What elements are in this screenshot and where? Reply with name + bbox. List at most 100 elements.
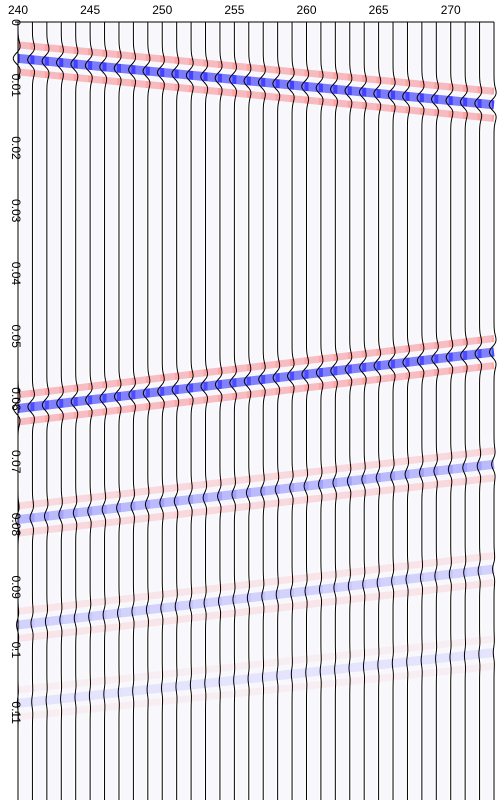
event-2-lobe-1: [17, 334, 495, 399]
x-tick-label-265: 265: [369, 3, 389, 17]
trace-shade-255: [236, 22, 247, 800]
wiggle-trace-272: [474, 22, 483, 800]
trace-shade-262: [337, 22, 348, 800]
x-tick-label-245: 245: [80, 3, 100, 17]
y-tick-label-3: 0.03: [9, 199, 23, 223]
y-tick-label-6: 0.06: [9, 387, 23, 411]
wiggle-trace-251: [171, 22, 180, 800]
wiggle-trace-246: [99, 22, 108, 800]
variable-density-layer: [17, 22, 495, 800]
trace-shade-252: [193, 22, 204, 800]
trace-shade-268: [423, 22, 435, 800]
trace-shade-248: [135, 22, 146, 800]
wiggle-trace-273: [488, 22, 497, 800]
trace-shade-249: [149, 22, 161, 800]
event-1-lobe-3: [17, 68, 495, 122]
wiggle-trace-243: [56, 22, 64, 800]
trace-shade-253: [207, 22, 218, 800]
wiggle-trace-269: [431, 22, 439, 800]
wiggle-trace-265: [373, 22, 382, 800]
wiggle-trace-248: [128, 22, 137, 800]
event-3-lobe-1: [17, 447, 495, 510]
wiggle-trace-267: [402, 22, 411, 800]
event-1-lobe-1: [17, 41, 495, 95]
wiggle-trace-256: [243, 22, 252, 800]
trace-shade-263: [351, 22, 363, 800]
wiggle-trace-266: [387, 22, 396, 800]
y-tick-label-4: 0.04: [9, 262, 23, 286]
trace-shade-266: [395, 22, 406, 800]
trace-shade-245: [92, 22, 103, 800]
wiggle-trace-244: [70, 22, 79, 800]
trace-shade-260: [308, 22, 319, 800]
y-tick-label-9: 0.09: [9, 575, 23, 599]
trace-shade-240: [20, 22, 31, 800]
y-tick-label-1: 0.01: [9, 74, 23, 98]
x-tick-label-260: 260: [296, 3, 316, 17]
wiggle-trace-260: [301, 22, 310, 800]
wiggle-trace-247: [113, 22, 122, 800]
trace-shade-241: [34, 22, 45, 800]
trace-shade-272: [481, 22, 492, 800]
trace-shade-243: [63, 22, 74, 800]
event-3-lobe-2: [17, 459, 495, 525]
wiggle-trace-242: [41, 22, 50, 800]
event-band-1: [17, 41, 495, 122]
wiggle-trace-249: [142, 22, 151, 800]
event-band-2: [17, 334, 495, 426]
event-band-3: [17, 447, 495, 537]
trace-shade-269: [438, 22, 449, 800]
event-4-lobe-2: [17, 564, 495, 630]
y-tick-label-11: 0.11: [9, 701, 23, 724]
x-tick-label-270: 270: [441, 3, 461, 17]
trace-shade-256: [250, 22, 262, 800]
trace-shade-264: [366, 22, 377, 800]
y-tick-label-7: 0.07: [9, 450, 23, 474]
event-4-lobe-3: [17, 579, 495, 642]
y-tick-label-0: 0: [9, 19, 23, 26]
wiggle-trace-241: [27, 22, 36, 800]
wiggle-trace-271: [459, 22, 468, 800]
wiggle-traces-layer: [12, 22, 497, 800]
trace-shade-261: [322, 22, 334, 800]
x-tick-label-255: 255: [224, 3, 244, 17]
event-4-lobe-1: [17, 552, 495, 615]
wiggle-trace-254: [214, 22, 223, 800]
trace-shade-265: [380, 22, 392, 800]
trace-shade-246: [106, 22, 117, 800]
axes-layer: 240 245 250 255 260 265 270 0 0.01 0.02 0.03 0.04 0.…: [8, 3, 494, 800]
wiggle-trace-253: [200, 22, 209, 800]
y-tick-label-8: 0.08: [9, 513, 23, 537]
trace-shade-251: [178, 22, 190, 800]
event-3-lobe-3: [17, 474, 495, 537]
event-band-4: [17, 552, 495, 642]
wiggle-trace-261: [315, 22, 324, 800]
trace-shade-254: [221, 22, 233, 800]
wiggle-trace-270: [445, 22, 454, 800]
wiggle-trace-264: [358, 22, 367, 800]
wiggle-trace-257: [257, 22, 266, 800]
y-tick-label-10: 0.1: [9, 642, 23, 659]
event-5-lobe-1: [17, 635, 495, 694]
trace-shade-257: [265, 22, 276, 800]
trace-shade-270: [452, 22, 464, 800]
wiggle-trace-252: [185, 22, 194, 800]
x-tick-label-240: 240: [8, 3, 28, 17]
y-tick-label-5: 0.05: [9, 325, 23, 349]
event-band-5: [17, 635, 495, 721]
trace-shade-247: [120, 22, 132, 800]
y-tick-label-2: 0.02: [9, 136, 23, 160]
trace-shade-271: [467, 22, 478, 800]
event-5-lobe-3: [17, 662, 495, 721]
wiggle-trace-268: [416, 22, 425, 800]
wiggle-trace-250: [157, 22, 165, 800]
trace-shade-259: [294, 22, 305, 800]
wiggle-trace-262: [330, 22, 338, 800]
x-tick-label-250: 250: [152, 3, 172, 17]
wiggle-trace-245: [84, 22, 93, 800]
wiggle-trace-259: [286, 22, 295, 800]
event-1-lobe-2: [17, 53, 495, 110]
event-2-lobe-3: [17, 362, 495, 426]
